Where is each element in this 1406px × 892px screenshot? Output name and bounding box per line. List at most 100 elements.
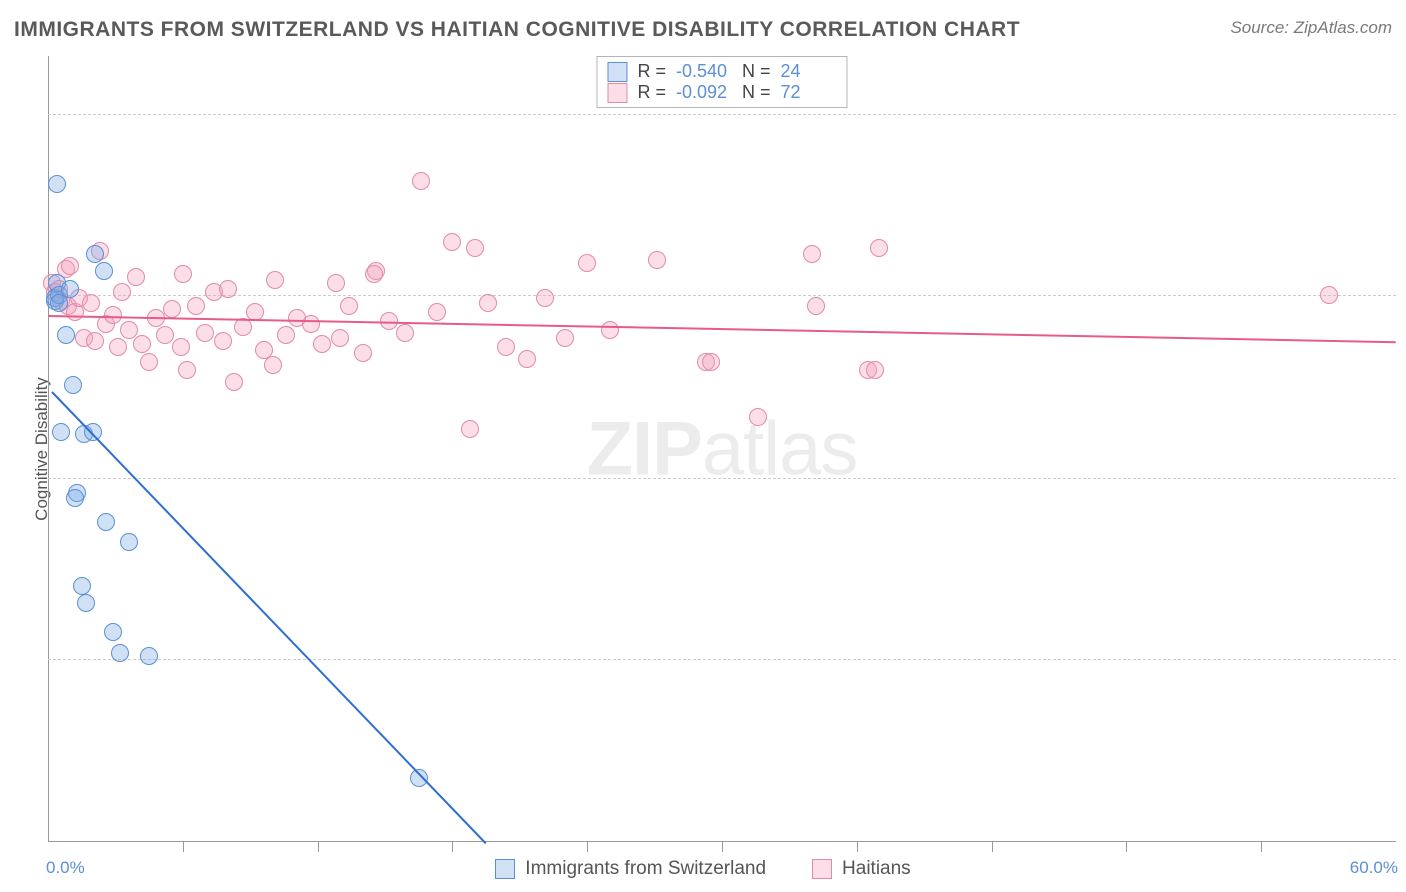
scatter-point-series2	[365, 265, 383, 283]
scatter-point-series2	[331, 329, 349, 347]
scatter-point-series2	[214, 332, 232, 350]
scatter-point-series1	[84, 423, 102, 441]
stat-n-value-series1: 24	[781, 61, 837, 82]
correlation-stats-box: R = -0.540 N = 24 R = -0.092 N = 72	[596, 56, 847, 108]
scatter-point-series1	[66, 489, 84, 507]
swatch-series2	[607, 83, 627, 103]
scatter-point-series1	[95, 262, 113, 280]
scatter-point-series2	[1320, 286, 1338, 304]
scatter-point-series2	[178, 361, 196, 379]
scatter-point-series2	[396, 324, 414, 342]
y-tick-label: 6.3%	[1400, 649, 1406, 669]
y-tick-label: 25.0%	[1400, 104, 1406, 124]
source-attribution: Source: ZipAtlas.com	[1230, 18, 1392, 38]
scatter-point-series2	[196, 324, 214, 342]
scatter-point-series1	[97, 513, 115, 531]
legend-item-series2: Haitians	[812, 858, 911, 880]
legend-swatch-series2	[812, 859, 832, 879]
legend-label-series1: Immigrants from Switzerland	[525, 858, 766, 880]
scatter-point-series2	[113, 283, 131, 301]
scatter-point-series1	[52, 423, 70, 441]
scatter-point-series2	[870, 239, 888, 257]
scatter-point-series1	[120, 533, 138, 551]
stat-n-value-series2: 72	[781, 82, 837, 103]
scatter-point-series2	[327, 274, 345, 292]
legend-item-series1: Immigrants from Switzerland	[495, 858, 766, 880]
scatter-point-series2	[86, 332, 104, 350]
grid-line	[48, 478, 1396, 479]
x-tick	[183, 842, 184, 852]
scatter-point-series2	[277, 326, 295, 344]
scatter-point-series2	[302, 315, 320, 333]
grid-line	[48, 114, 1396, 115]
scatter-point-series2	[807, 297, 825, 315]
scatter-point-series2	[461, 420, 479, 438]
scatter-point-series1	[64, 376, 82, 394]
stat-r-label: R =	[637, 82, 666, 103]
scatter-point-series1	[73, 577, 91, 595]
scatter-point-series1	[86, 245, 104, 263]
scatter-point-series2	[428, 303, 446, 321]
stat-n-label: N =	[742, 61, 771, 82]
scatter-point-series2	[156, 326, 174, 344]
stat-r-value-series1: -0.540	[676, 61, 732, 82]
scatter-point-series2	[61, 257, 79, 275]
scatter-point-series2	[518, 350, 536, 368]
scatter-point-series2	[702, 353, 720, 371]
watermark: ZIPatlas	[587, 406, 858, 493]
scatter-point-series2	[648, 251, 666, 269]
scatter-point-series2	[466, 239, 484, 257]
scatter-point-series2	[749, 408, 767, 426]
swatch-series1	[607, 62, 627, 82]
stats-row-series1: R = -0.540 N = 24	[607, 61, 836, 82]
scatter-point-series2	[140, 353, 158, 371]
scatter-point-series2	[133, 335, 151, 353]
scatter-point-series2	[556, 329, 574, 347]
plot-surface: ZIPatlas R = -0.540 N = 24 R = -0.092 N …	[48, 56, 1396, 842]
scatter-point-series1	[140, 647, 158, 665]
scatter-point-series2	[219, 280, 237, 298]
x-tick	[318, 842, 319, 852]
y-axis-line	[48, 56, 49, 842]
scatter-point-series2	[225, 373, 243, 391]
stat-r-label: R =	[637, 61, 666, 82]
scatter-point-series2	[187, 297, 205, 315]
scatter-point-series2	[120, 321, 138, 339]
scatter-point-series2	[601, 321, 619, 339]
scatter-point-series2	[109, 338, 127, 356]
scatter-point-series1	[57, 326, 75, 344]
scatter-point-series2	[578, 254, 596, 272]
x-tick	[587, 842, 588, 852]
grid-line	[48, 659, 1396, 660]
scatter-point-series2	[313, 335, 331, 353]
scatter-point-series1	[104, 623, 122, 641]
scatter-point-series2	[497, 338, 515, 356]
scatter-point-series2	[803, 245, 821, 263]
scatter-point-series2	[127, 268, 145, 286]
scatter-point-series2	[172, 338, 190, 356]
scatter-point-series2	[163, 300, 181, 318]
scatter-point-series2	[354, 344, 372, 362]
scatter-point-series2	[340, 297, 358, 315]
trend-line-series1	[52, 391, 487, 844]
scatter-point-series2	[866, 361, 884, 379]
scatter-point-series2	[412, 172, 430, 190]
x-tick	[1261, 842, 1262, 852]
chart-title: IMMIGRANTS FROM SWITZERLAND VS HAITIAN C…	[14, 18, 1020, 42]
scatter-point-series2	[536, 289, 554, 307]
scatter-point-series1	[50, 294, 68, 312]
x-tick	[992, 842, 993, 852]
scatter-point-series2	[266, 271, 284, 289]
scatter-point-series2	[104, 306, 122, 324]
grid-line	[48, 295, 1396, 296]
scatter-point-series1	[61, 280, 79, 298]
scatter-point-series2	[82, 294, 100, 312]
x-tick	[1126, 842, 1127, 852]
series-legend: Immigrants from Switzerland Haitians	[0, 858, 1406, 880]
scatter-point-series2	[443, 233, 461, 251]
y-tick-label: 18.8%	[1400, 285, 1406, 305]
legend-label-series2: Haitians	[842, 858, 911, 880]
scatter-point-series1	[111, 644, 129, 662]
scatter-point-series2	[264, 356, 282, 374]
x-tick	[722, 842, 723, 852]
